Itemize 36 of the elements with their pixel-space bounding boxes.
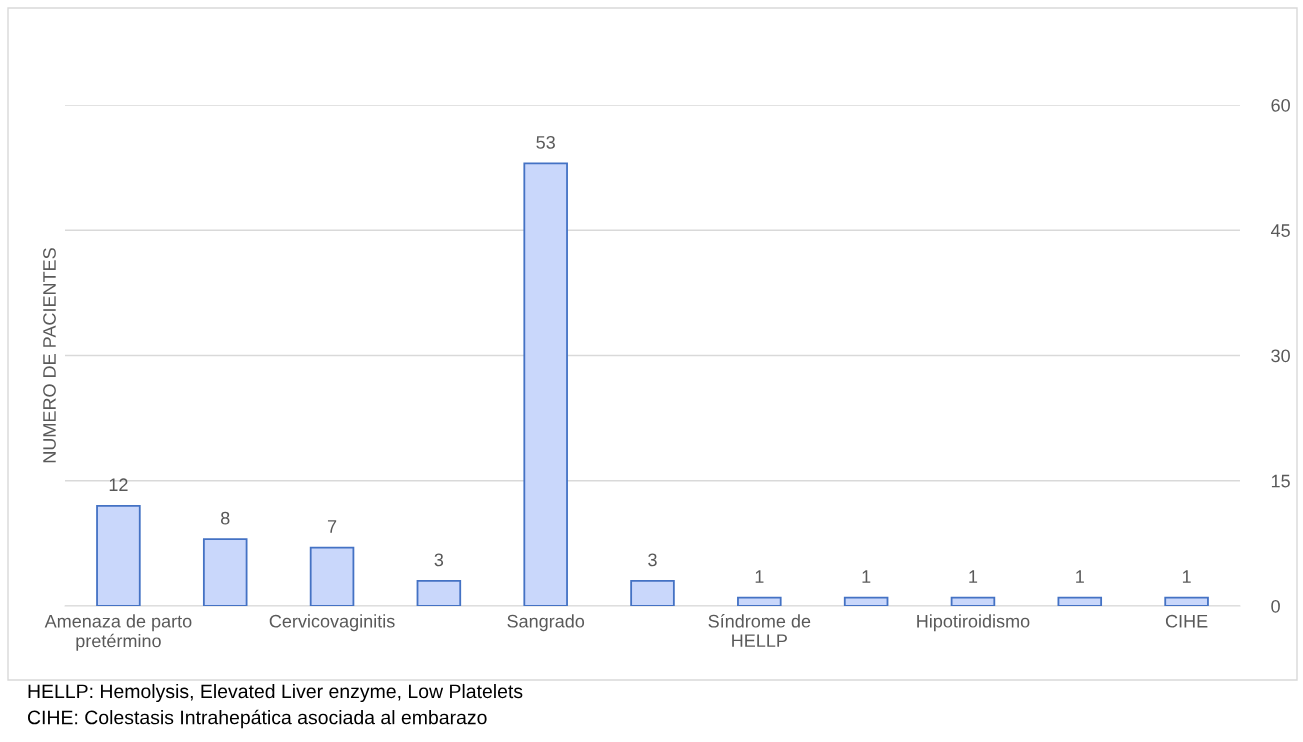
- y-tick-label: 15: [1271, 474, 1290, 488]
- bar: [630, 580, 675, 606]
- bar: [523, 162, 568, 606]
- bar: [416, 580, 462, 606]
- text: CIHE: Colestasis Intrahepática asociada al embarazo: [27, 709, 487, 729]
- data-label: 1: [1182, 570, 1191, 583]
- data-label: 7: [327, 520, 337, 533]
- x-tick-label: Sangrado: [507, 614, 585, 632]
- text: HELLP: Hemolysis, Elevated Liver enzyme, Low Platelets: [28, 683, 523, 703]
- data-label: 12: [109, 478, 128, 491]
- bar: [843, 596, 889, 606]
- y-tick-label: 30: [1271, 349, 1290, 363]
- y-tick-label: 0: [1271, 599, 1280, 613]
- data-label: 1: [755, 570, 764, 583]
- x-tick-label: Síndrome de HELLP: [708, 614, 811, 647]
- x-tick-label: Amenaza de parto pretérmino: [44, 614, 192, 651]
- data-label: 1: [1076, 570, 1084, 583]
- x-tick-label: Hipotiroidismo: [917, 614, 1030, 632]
- bar: [950, 596, 996, 606]
- bar: [1164, 596, 1209, 606]
- data-label: 3: [434, 553, 444, 567]
- data-label: 3: [648, 553, 657, 567]
- bar: [309, 546, 355, 606]
- bar: [737, 596, 782, 606]
- data-label: 1: [862, 570, 871, 583]
- bar: [96, 504, 141, 606]
- x-tick-label: CIHE: [1165, 614, 1208, 628]
- data-label: 1: [969, 570, 978, 583]
- data-label: 53: [536, 135, 555, 149]
- y-tick-label: 60: [1271, 98, 1290, 112]
- y-axis-title: NUMERO DE PACIENTES: [43, 248, 56, 463]
- y-tick-label: 45: [1270, 224, 1290, 237]
- x-tick-label: Cervicovaginitis: [269, 614, 395, 632]
- data-label: 8: [220, 511, 230, 525]
- bar: [1057, 596, 1103, 606]
- bar: [202, 538, 248, 606]
